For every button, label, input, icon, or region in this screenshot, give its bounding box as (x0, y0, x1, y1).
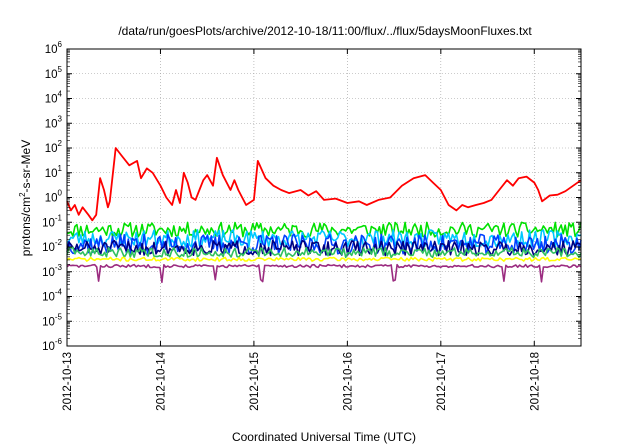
y-tick-label: 105 (45, 65, 63, 81)
series-line-6 (66, 246, 582, 259)
y-tick-label: 10-6 (42, 337, 62, 353)
y-tick-label: 100 (45, 189, 63, 205)
y-tick-label: 103 (45, 114, 63, 130)
y-tick-label: 10-3 (42, 263, 62, 279)
x-tick-label: 2012-10-18 (529, 352, 541, 411)
y-tick-label: 10-5 (42, 312, 62, 328)
y-tick-label: 10-2 (42, 238, 62, 254)
chart-title: /data/run/goesPlots/archive/2012-10-18/1… (118, 24, 532, 38)
series-group (66, 147, 582, 284)
x-tick-label: 2012-10-17 (436, 352, 448, 411)
y-axis: 10-6 10-5 10-4 10-3 10-2 10-1 100 101 102 103 104 1… (42, 40, 581, 353)
series-line-3 (66, 229, 582, 248)
y-tick-label: 106 (45, 40, 63, 56)
y-tick-label: 10-4 (42, 288, 62, 304)
y-tick-label: 10-1 (42, 213, 62, 229)
series-line-7 (66, 256, 582, 262)
x-axis: 2012-10-13 2012-10-14 2012-10-15 2012-10-16… (62, 49, 541, 411)
x-tick-label: 2012-10-14 (155, 351, 167, 410)
grid (67, 49, 581, 346)
y-tick-label: 104 (45, 90, 63, 106)
series-line-5 (66, 239, 582, 257)
x-tick-label: 2012-10-13 (62, 352, 74, 411)
plot-frame (66, 48, 582, 347)
series-line-1 (66, 147, 582, 222)
series-line-2 (66, 221, 582, 238)
y-axis-label: protons/cm2-s-sr-MeV (18, 140, 33, 256)
y-tick-label: 101 (45, 164, 63, 180)
series-line-8 (66, 263, 582, 284)
x-axis-label: Coordinated Universal Time (UTC) (232, 430, 416, 444)
x-tick-label: 2012-10-15 (249, 352, 261, 411)
x-tick-label: 2012-10-16 (342, 352, 354, 411)
y-tick-label: 102 (45, 139, 63, 155)
